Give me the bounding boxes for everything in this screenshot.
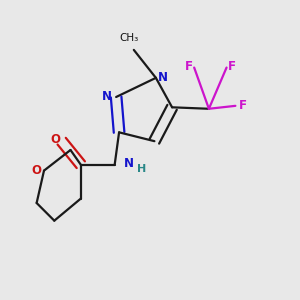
Text: O: O [50, 133, 60, 146]
Text: F: F [185, 60, 193, 73]
Text: N: N [102, 91, 112, 103]
Text: N: N [124, 157, 134, 170]
Text: H: H [137, 164, 146, 174]
Text: N: N [158, 71, 168, 84]
Text: F: F [239, 99, 247, 112]
Text: O: O [32, 164, 42, 177]
Text: F: F [228, 60, 236, 73]
Text: CH₃: CH₃ [119, 32, 138, 43]
